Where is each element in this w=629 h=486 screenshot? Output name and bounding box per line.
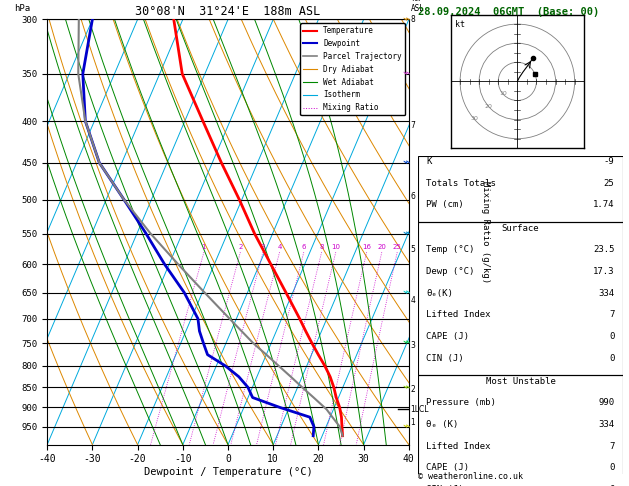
Text: 4: 4 — [277, 244, 282, 250]
Text: ⌁: ⌁ — [402, 227, 409, 240]
Text: θₑ (K): θₑ (K) — [426, 420, 459, 429]
Text: 8: 8 — [320, 244, 324, 250]
Text: ⌁: ⌁ — [402, 286, 409, 299]
Title: 30°08'N  31°24'E  188m ASL: 30°08'N 31°24'E 188m ASL — [135, 5, 321, 18]
Text: 16: 16 — [362, 244, 371, 250]
Text: Surface: Surface — [502, 224, 539, 233]
Text: CIN (J): CIN (J) — [426, 485, 464, 486]
Text: Lifted Index: Lifted Index — [426, 310, 491, 319]
Text: 1.74: 1.74 — [593, 200, 615, 209]
Text: ⌁: ⌁ — [402, 13, 409, 26]
Text: Pressure (mb): Pressure (mb) — [426, 399, 496, 407]
Text: 28.09.2024  06GMT  (Base: 00): 28.09.2024 06GMT (Base: 00) — [418, 7, 599, 17]
Text: © weatheronline.co.uk: © weatheronline.co.uk — [418, 472, 523, 481]
Text: 0: 0 — [609, 463, 615, 472]
Text: Most Unstable: Most Unstable — [486, 377, 555, 386]
Text: 25: 25 — [604, 179, 615, 188]
Text: -9: -9 — [604, 157, 615, 166]
Text: Mixing Ratio (g/kg): Mixing Ratio (g/kg) — [481, 181, 490, 283]
Text: 7: 7 — [411, 121, 416, 130]
Text: 5: 5 — [411, 245, 416, 254]
Text: ⌁: ⌁ — [402, 337, 409, 349]
Text: 3: 3 — [260, 244, 265, 250]
Text: 3: 3 — [411, 341, 416, 350]
Text: 25: 25 — [393, 244, 401, 250]
Text: 8: 8 — [411, 15, 415, 24]
Text: 17.3: 17.3 — [593, 267, 615, 276]
Text: 10: 10 — [331, 244, 340, 250]
Text: Temp (°C): Temp (°C) — [426, 245, 475, 254]
Text: km
ASL: km ASL — [411, 0, 425, 13]
Text: θₑ(K): θₑ(K) — [426, 289, 454, 297]
Text: ⌁: ⌁ — [402, 381, 409, 394]
Text: 20: 20 — [377, 244, 386, 250]
Text: K: K — [426, 157, 432, 166]
Text: 0: 0 — [609, 485, 615, 486]
Text: ⌁: ⌁ — [402, 156, 409, 169]
Text: Totals Totals: Totals Totals — [426, 179, 496, 188]
Text: 10: 10 — [499, 91, 507, 96]
Text: 2: 2 — [411, 385, 415, 394]
Text: 6: 6 — [411, 192, 416, 201]
Text: 6: 6 — [301, 244, 306, 250]
Legend: Temperature, Dewpoint, Parcel Trajectory, Dry Adiabat, Wet Adiabat, Isotherm, Mi: Temperature, Dewpoint, Parcel Trajectory… — [301, 23, 405, 115]
Text: 1: 1 — [202, 244, 206, 250]
Bar — [418, 222, 623, 375]
Text: 334: 334 — [598, 289, 615, 297]
Bar — [418, 375, 623, 486]
Bar — [418, 156, 623, 222]
Text: ⌁: ⌁ — [402, 68, 409, 80]
Text: 20: 20 — [485, 104, 493, 109]
Text: 0: 0 — [609, 353, 615, 363]
Text: 0: 0 — [609, 332, 615, 341]
X-axis label: Dewpoint / Temperature (°C): Dewpoint / Temperature (°C) — [143, 467, 313, 477]
Text: CAPE (J): CAPE (J) — [426, 332, 469, 341]
Text: 2: 2 — [238, 244, 243, 250]
Text: 1LCL: 1LCL — [411, 405, 429, 414]
Text: Dewp (°C): Dewp (°C) — [426, 267, 475, 276]
Text: Lifted Index: Lifted Index — [426, 442, 491, 451]
Text: CAPE (J): CAPE (J) — [426, 463, 469, 472]
Text: 1: 1 — [411, 418, 415, 427]
Text: 4: 4 — [411, 295, 416, 305]
Text: PW (cm): PW (cm) — [426, 200, 464, 209]
Text: 334: 334 — [598, 420, 615, 429]
Text: kt: kt — [455, 20, 465, 29]
Text: CIN (J): CIN (J) — [426, 353, 464, 363]
Text: 30: 30 — [470, 116, 478, 121]
Text: 7: 7 — [609, 310, 615, 319]
Text: ⌁: ⌁ — [402, 420, 409, 433]
Text: 23.5: 23.5 — [593, 245, 615, 254]
Text: 990: 990 — [598, 399, 615, 407]
Text: hPa: hPa — [14, 4, 31, 13]
Text: 7: 7 — [609, 442, 615, 451]
